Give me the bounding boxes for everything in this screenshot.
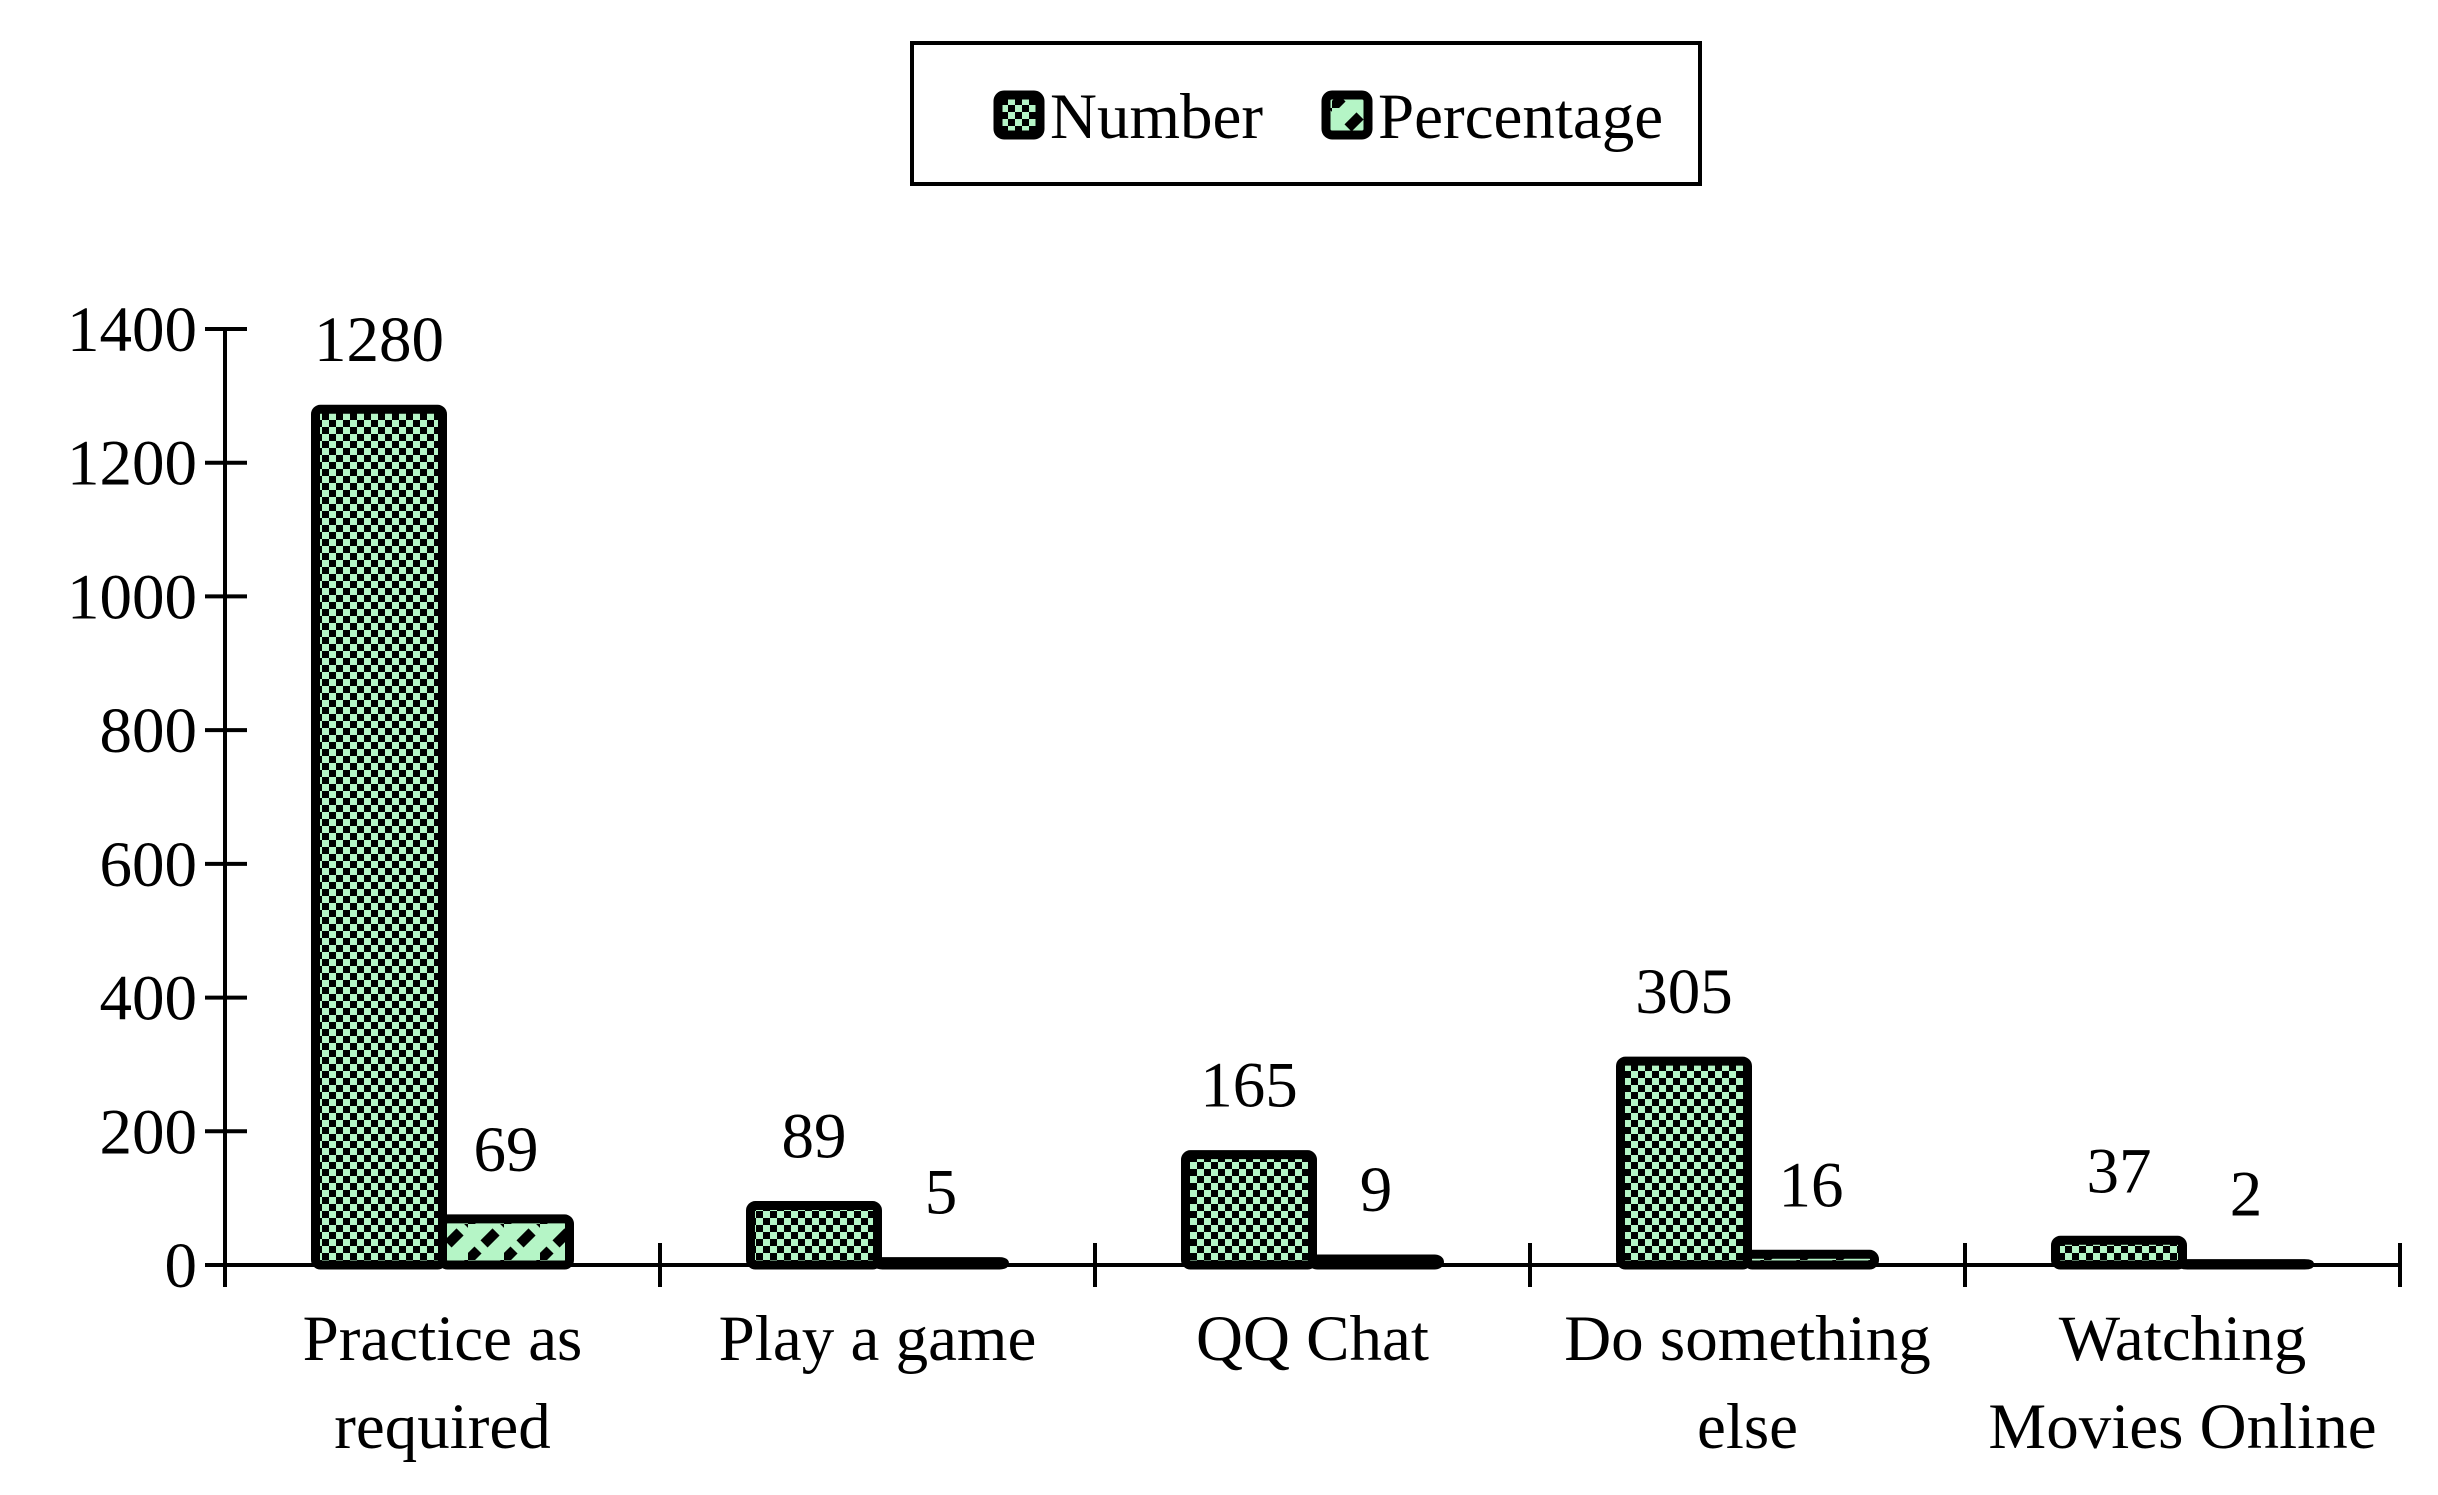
number-bar <box>1181 1150 1317 1270</box>
y-tick-label: 0 <box>165 1230 198 1302</box>
percentage-value-label: 5 <box>925 1157 958 1229</box>
category-labels: Practice as required Play a game QQ Chat Do … <box>303 1303 2377 1463</box>
percentage-value-label: 9 <box>1360 1154 1393 1226</box>
y-tick-label: 200 <box>100 1096 198 1168</box>
number-value-label: 89 <box>782 1100 847 1172</box>
legend-label-number: Number <box>1050 81 1263 153</box>
number-bar <box>311 404 447 1270</box>
y-tick-label: 1200 <box>67 428 197 500</box>
number-value-label: 305 <box>1635 956 1733 1028</box>
number-swatch-icon <box>993 90 1045 140</box>
category-label: Watching <box>2059 1303 2306 1375</box>
percentage-bar <box>873 1257 1009 1270</box>
legend: Number Percentage <box>910 41 1702 186</box>
y-tick-label: 400 <box>100 963 198 1035</box>
number-bar <box>746 1200 882 1270</box>
x-axis: Practice as required Play a game QQ Chat Do … <box>223 1243 2402 1463</box>
category-label: required <box>334 1391 551 1463</box>
number-value-label: 165 <box>1200 1050 1298 1122</box>
percentage-swatch-icon <box>1321 90 1373 140</box>
percentage-bar <box>1743 1249 1879 1270</box>
percentage-value-label: 69 <box>474 1114 539 1186</box>
percentage-value-label: 2 <box>2230 1159 2263 1231</box>
percentage-bar <box>1308 1254 1444 1270</box>
percentage-bar <box>438 1214 574 1270</box>
number-value-label: 37 <box>2087 1135 2152 1207</box>
percentage-value-label: 16 <box>1779 1149 1844 1221</box>
value-labels: 1280 69 89 5 165 9 305 16 37 2 <box>314 304 2262 1230</box>
category-label: Movies Online <box>1988 1391 2376 1463</box>
y-tick-label: 1400 <box>67 294 197 366</box>
category-label: Play a game <box>719 1303 1037 1375</box>
category-label: Do something <box>1564 1303 1931 1375</box>
y-tick-label: 1000 <box>67 561 197 633</box>
category-label: else <box>1697 1391 1798 1463</box>
y-tick-label: 600 <box>100 829 198 901</box>
y-axis-tick-labels: 0 200 400 600 800 1000 1200 1400 <box>67 294 197 1302</box>
y-axis-ticks <box>205 327 247 1267</box>
number-bar <box>2051 1235 2187 1270</box>
y-axis: 0 200 400 600 800 1000 1200 1400 <box>67 294 247 1302</box>
category-label: QQ Chat <box>1196 1303 1429 1375</box>
legend-label-percentage: Percentage <box>1378 81 1663 153</box>
bar-series <box>311 404 2314 1270</box>
percentage-bar <box>2178 1259 2314 1270</box>
y-tick-label: 800 <box>100 695 198 767</box>
number-bar <box>1616 1056 1752 1270</box>
category-label: Practice as <box>303 1303 583 1375</box>
x-axis-ticks <box>223 1243 2402 1287</box>
number-value-label: 1280 <box>314 304 444 376</box>
